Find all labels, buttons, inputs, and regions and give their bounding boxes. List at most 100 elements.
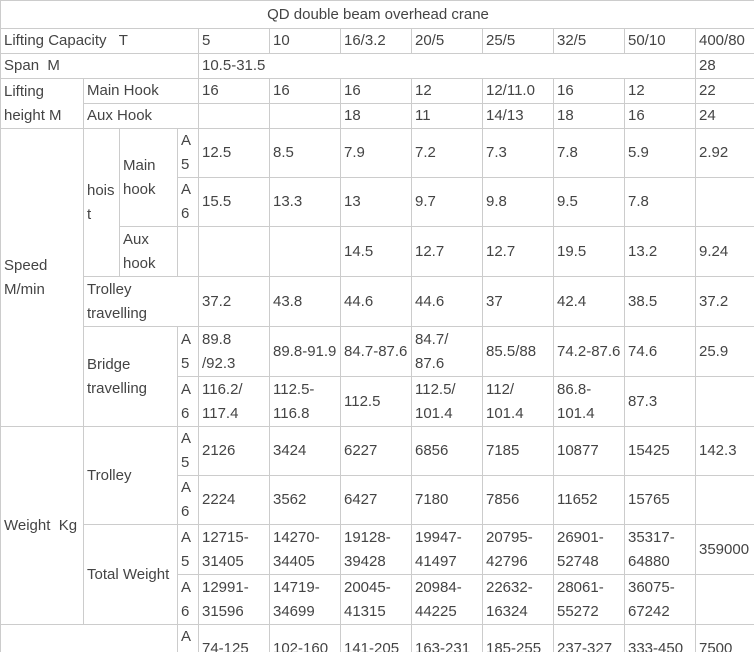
- value-cell: 37.2: [198, 276, 270, 327]
- value-cell: 6227: [340, 426, 412, 476]
- value-cell: 38.5: [624, 276, 696, 327]
- span-label: Span M: [0, 53, 199, 79]
- value-cell: 20045- 41315: [340, 574, 412, 625]
- value-cell: 16: [198, 78, 270, 104]
- value-cell: 7856: [482, 475, 554, 525]
- speed-bridge-a6-row: A6 116.2/ 117.4 112.5- 116.8 112.5 112.5…: [1, 376, 754, 427]
- value-cell: 24: [695, 103, 754, 129]
- value-cell: 12991- 31596: [198, 574, 270, 625]
- value-cell: 22: [695, 78, 754, 104]
- span-row: Span M 10.5-31.5 28: [0, 53, 754, 79]
- value-cell: 44.6: [340, 276, 412, 327]
- value-cell: 14270- 34405: [269, 524, 341, 575]
- value-cell: 35317- 64880: [624, 524, 696, 575]
- hoist-main-hook-label: Main hook: [119, 128, 178, 227]
- value-cell: 89.8 /92.3: [198, 326, 270, 377]
- value-cell: 141-205: [340, 624, 412, 652]
- value-cell: 16: [624, 103, 696, 129]
- value-cell: 18: [553, 103, 625, 129]
- value-cell: 7180: [411, 475, 483, 525]
- value-cell: 7.3: [482, 128, 554, 178]
- value-cell: 7500: [695, 624, 754, 652]
- span-value: 10.5-31.5: [198, 53, 696, 79]
- value-cell: 3562: [269, 475, 341, 525]
- value-cell: [269, 226, 341, 277]
- value-cell: 13: [340, 177, 412, 227]
- value-cell: 6427: [340, 475, 412, 525]
- main-hook-label: Main Hook: [83, 78, 199, 104]
- value-cell: 163-231: [411, 624, 483, 652]
- value-cell: 26901- 52748: [553, 524, 625, 575]
- class-label: A5: [177, 426, 199, 476]
- value-cell: 13.2: [624, 226, 696, 277]
- value-cell: 19.5: [553, 226, 625, 277]
- class-label: A5: [177, 624, 199, 652]
- value-cell: 16: [269, 78, 341, 104]
- value-cell: 9.7: [411, 177, 483, 227]
- value-cell: 359000: [695, 524, 754, 575]
- capacity-value: 10: [269, 28, 341, 54]
- value-cell: 102-160: [269, 624, 341, 652]
- value-cell: 13.3: [269, 177, 341, 227]
- value-cell: 19947- 41497: [411, 524, 483, 575]
- value-cell: 87.3: [624, 376, 696, 427]
- value-cell: 8.5: [269, 128, 341, 178]
- class-label: A5: [177, 128, 199, 178]
- speed-hoist-main-a5-row: Speed M/min hoist Main hook A5 12.5 8.5 …: [0, 128, 754, 427]
- class-label: A6: [177, 177, 199, 227]
- capacity-value: 50/10: [624, 28, 696, 54]
- value-cell: 237-327: [553, 624, 625, 652]
- value-cell: 43.8: [269, 276, 341, 327]
- speed-hoist-main-a6-row: A6 15.5 13.3 13 9.7 9.8 9.5 7.8: [1, 177, 754, 227]
- value-cell: 11: [411, 103, 483, 129]
- value-cell: 14.5: [340, 226, 412, 277]
- capacity-value: 25/5: [482, 28, 554, 54]
- value-cell: 9.8: [482, 177, 554, 227]
- value-cell: 9.24: [695, 226, 754, 277]
- speed-label: Speed M/min: [0, 128, 84, 427]
- class-label: [177, 226, 199, 277]
- wheel-load-label: Max Wheel Load KN: [0, 624, 178, 652]
- value-cell: 2224: [198, 475, 270, 525]
- capacity-value: 32/5: [553, 28, 625, 54]
- value-cell: 86.8- 101.4: [553, 376, 625, 427]
- lifting-height-main-row: Lifting height M Main Hook 16 16 16 12 1…: [0, 78, 754, 129]
- value-cell: 37.2: [695, 276, 754, 327]
- value-cell: 12/11.0: [482, 78, 554, 104]
- value-cell: 42.4: [553, 276, 625, 327]
- value-cell: [198, 103, 270, 129]
- value-cell: 84.7-87.6: [340, 326, 412, 377]
- class-label: A6: [177, 574, 199, 625]
- value-cell: 25.9: [695, 326, 754, 377]
- value-cell: [695, 376, 754, 427]
- value-cell: 14719- 34699: [269, 574, 341, 625]
- value-cell: 2.92: [695, 128, 754, 178]
- hoist-aux-hook-label: Aux hook: [119, 226, 178, 277]
- value-cell: 16: [553, 78, 625, 104]
- value-cell: 7.8: [624, 177, 696, 227]
- value-cell: 2126: [198, 426, 270, 476]
- speed-hoist-aux-row: Aux hook 14.5 12.7 12.7 19.5 13.2 9.24: [1, 226, 754, 277]
- value-cell: [695, 177, 754, 227]
- weight-trolley-a6-row: A6 2224 3562 6427 7180 7856 11652 15765: [1, 475, 754, 525]
- value-cell: [695, 475, 754, 525]
- value-cell: 11652: [553, 475, 625, 525]
- capacity-value: 400/80: [695, 28, 754, 54]
- value-cell: 12: [624, 78, 696, 104]
- value-cell: 15.5: [198, 177, 270, 227]
- trolley-travelling-label: Trolley travelling: [83, 276, 199, 327]
- title-row: QD double beam overhead crane: [0, 0, 754, 29]
- capacity-value: 16/3.2: [340, 28, 412, 54]
- value-cell: 14/13: [482, 103, 554, 129]
- value-cell: 185-255: [482, 624, 554, 652]
- class-label: A5: [177, 524, 199, 575]
- value-cell: 74.2-87.6: [553, 326, 625, 377]
- value-cell: 12: [411, 78, 483, 104]
- capacity-value: 20/5: [411, 28, 483, 54]
- value-cell: 3424: [269, 426, 341, 476]
- value-cell: [695, 574, 754, 625]
- value-cell: 18: [340, 103, 412, 129]
- value-cell: 12.7: [411, 226, 483, 277]
